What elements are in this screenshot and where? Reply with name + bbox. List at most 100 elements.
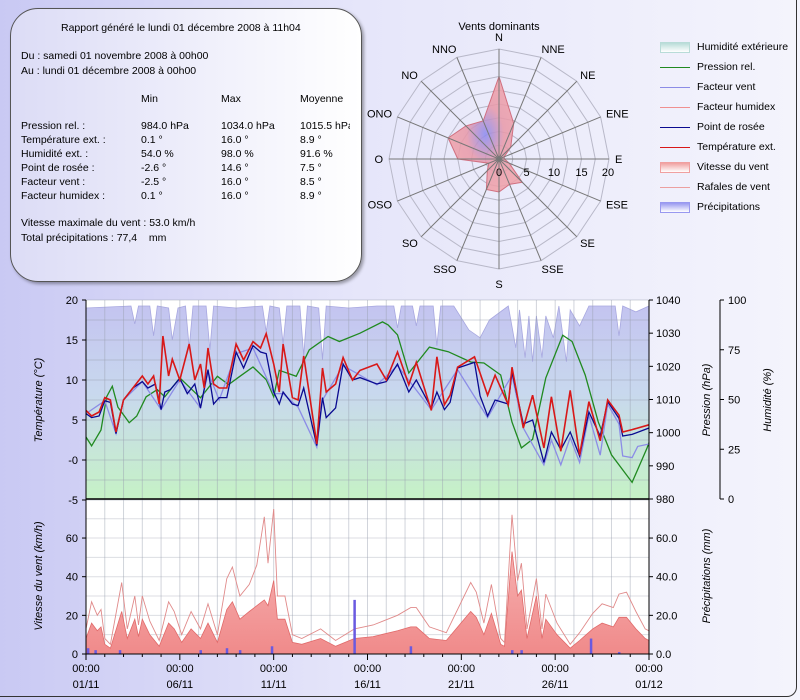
precip-bar — [86, 648, 90, 654]
rose-spoke — [456, 57, 500, 160]
x-tick-time: 00:00 — [354, 663, 382, 675]
legend-swatch — [660, 86, 690, 88]
rose-direction-label: O — [374, 154, 383, 166]
x-tick-date: 26/11 — [542, 679, 569, 691]
legend-item: Facteur humidex — [660, 100, 775, 114]
humidity-tick-label: 50 — [728, 395, 740, 407]
x-tick-date: 21/11 — [448, 679, 475, 691]
legend-swatch — [660, 186, 690, 188]
humidity-axis-title: Humidité (%) — [762, 368, 774, 432]
rose-direction-label: NNO — [432, 44, 457, 56]
temp-tick-label: 10 — [66, 375, 78, 387]
report-to: Au : lundi 01 décembre 2008 à 00h00 — [21, 65, 197, 77]
stat-label: Pression rel. : — [21, 120, 86, 132]
rose-spoke — [498, 116, 601, 160]
pressure-tick-label: 1030 — [656, 328, 680, 340]
x-tick-time: 00:00 — [166, 663, 194, 675]
wind-tick-label: 0 — [72, 649, 78, 661]
report-from: Du : samedi 01 novembre 2008 à 00h00 — [21, 50, 209, 62]
rose-direction-label: SE — [580, 238, 595, 250]
x-tick-time: 00:00 — [541, 663, 569, 675]
stat-max: 16.0 ° — [221, 190, 249, 202]
legend-swatch — [660, 161, 690, 173]
series-dew-point-line — [85, 344, 650, 463]
total-rain: Total précipitations : 77,4 mm — [21, 232, 167, 244]
rose-direction-label: NE — [580, 70, 595, 82]
stat-avg: 8.9 ° — [300, 134, 322, 146]
pressure-tick-label: 1040 — [656, 295, 680, 307]
humidity-tick-label: 75 — [728, 345, 740, 357]
pressure-tick-label: 1010 — [656, 395, 680, 407]
rose-polygon — [447, 74, 524, 193]
stat-min: -2.6 ° — [141, 162, 167, 174]
x-tick-date: 01/12 — [635, 679, 663, 691]
x-tick-time: 00:00 — [635, 663, 663, 675]
pressure-tick-label: 1020 — [656, 361, 680, 373]
legend-label: Facteur vent — [697, 81, 756, 93]
stat-avg: 1015.5 hPa — [300, 120, 350, 132]
rose-direction-label: SSE — [542, 264, 564, 276]
rose-direction-label: NO — [401, 70, 418, 82]
precip-bar — [238, 650, 242, 654]
rose-spoke — [498, 158, 542, 261]
col-min: Min — [141, 93, 158, 105]
legend-swatch — [660, 201, 690, 213]
rose-direction-label: OSO — [368, 200, 393, 212]
stat-label: Point de rosée : — [21, 162, 95, 174]
rose-tick-label: 20 — [602, 167, 614, 179]
wind-gust-line — [85, 508, 650, 646]
legend-swatch — [660, 66, 690, 68]
precip-bar — [589, 638, 593, 654]
legend-label: Précipitations — [697, 201, 761, 213]
temp-tick-label: -0 — [68, 455, 78, 467]
rose-direction-label: ESE — [606, 200, 628, 212]
rose-direction-label: ONO — [367, 108, 393, 120]
series-temperature-line — [85, 330, 650, 456]
series-pressure-line — [85, 321, 650, 484]
rose-tick-label: 15 — [575, 167, 587, 179]
precip-bar — [270, 646, 274, 654]
rose-tick-label: 0 — [496, 167, 502, 179]
rose-spoke — [498, 158, 601, 202]
precip-bar — [94, 650, 97, 654]
x-tick-date: 01/11 — [73, 679, 100, 691]
precip-bar — [617, 652, 621, 654]
stat-max: 16.0 ° — [221, 176, 249, 188]
pressure-axis-title: Pression (hPa) — [701, 363, 713, 436]
precip-bar — [225, 648, 229, 654]
precip-bar — [353, 599, 356, 654]
stat-max: 98.0 % — [221, 148, 254, 160]
wind-tick-label: 40 — [66, 572, 78, 584]
report-panel: Rapport généré le lundi 01 décembre 2008… — [10, 8, 362, 282]
report-title: Rapport généré le lundi 01 décembre 2008… — [61, 22, 301, 34]
rose-spoke — [397, 116, 500, 160]
precip-tick-label: 60.0 — [656, 533, 677, 545]
rose-title: Vents dominants — [458, 21, 540, 33]
rose-direction-label: S — [495, 279, 502, 291]
rose-direction-label: NNE — [542, 44, 565, 56]
rose-spoke — [420, 80, 500, 160]
stat-max: 1034.0 hPa — [221, 120, 275, 132]
stat-avg: 7.5 ° — [300, 162, 322, 174]
legend-item: Point de rosée — [660, 120, 765, 134]
stat-max: 14.6 ° — [221, 162, 249, 174]
legend-label: Facteur humidex — [697, 101, 776, 113]
col-avg: Moyenne — [300, 93, 344, 105]
legend-label: Humidité extérieure — [697, 41, 789, 53]
legend-swatch — [660, 146, 690, 148]
stat-min: 0.1 ° — [141, 134, 163, 146]
stat-avg: 8.9 ° — [300, 190, 322, 202]
legend-item: Température ext. — [660, 140, 776, 154]
precip-bar — [511, 650, 514, 654]
max-wind: Vitesse maximale du vent : 53.0 km/h — [21, 217, 196, 229]
temp-tick-label: 5 — [72, 415, 78, 427]
legend-item: Pression rel. — [660, 60, 755, 74]
x-tick-date: 16/11 — [354, 679, 381, 691]
temp-axis-title: Température (°C) — [33, 357, 45, 442]
stat-min: 54.0 % — [141, 148, 174, 160]
legend-item: Précipitations — [660, 200, 760, 214]
humidity-tick-label: 0 — [728, 494, 734, 506]
rose-spoke — [498, 158, 578, 238]
col-max: Max — [221, 93, 241, 105]
